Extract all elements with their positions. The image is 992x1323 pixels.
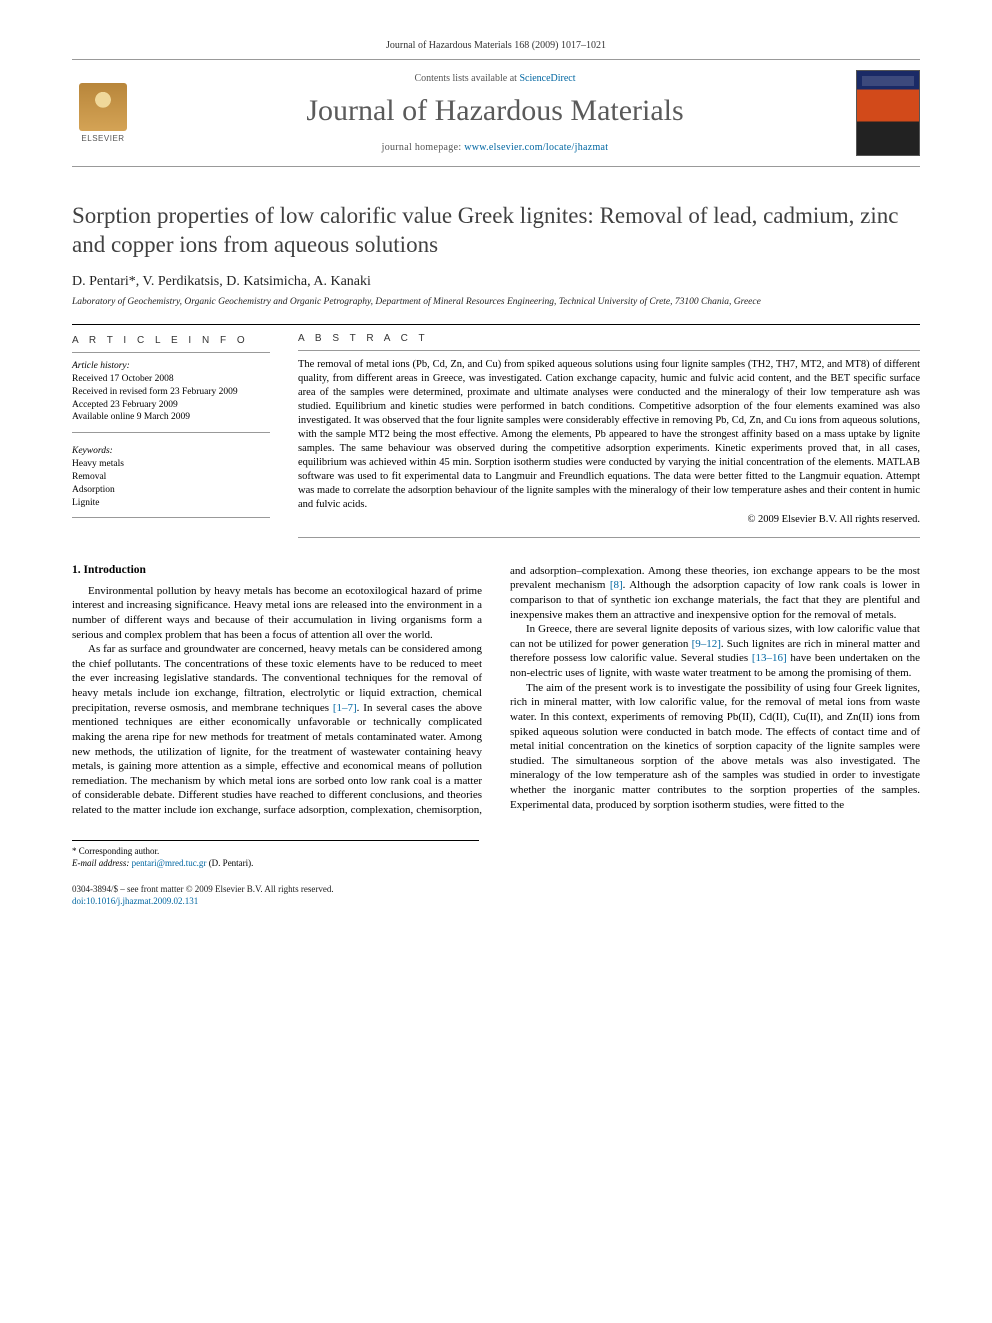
intro-paragraph-3: In Greece, there are several lignite dep… <box>510 622 920 681</box>
homepage-prefix: journal homepage: <box>382 142 465 153</box>
intro-paragraph-1: Environmental pollution by heavy metals … <box>72 584 482 643</box>
author-email-link[interactable]: pentari@mred.tuc.gr <box>132 858 207 868</box>
keyword: Adsorption <box>72 484 270 497</box>
keywords-block: Keywords: Heavy metals Removal Adsorptio… <box>72 445 270 518</box>
body-two-column: 1. Introduction Environmental pollution … <box>72 564 920 818</box>
sciencedirect-link[interactable]: ScienceDirect <box>519 73 575 84</box>
homepage-link[interactable]: www.elsevier.com/locate/jhazmat <box>464 142 608 153</box>
abstract-header: A B S T R A C T <box>298 325 920 351</box>
intro-paragraph-4: The aim of the present work is to invest… <box>510 681 920 813</box>
history-received: Received 17 October 2008 <box>72 373 270 386</box>
article-info-header: A R T I C L E I N F O <box>72 327 270 353</box>
section-1-title: 1. Introduction <box>72 564 482 576</box>
history-revised: Received in revised form 23 February 200… <box>72 386 270 399</box>
abstract-body: The removal of metal ions (Pb, Cd, Zn, a… <box>298 359 920 510</box>
author-list: D. Pentari*, V. Perdikatsis, D. Katsimic… <box>72 274 920 290</box>
abstract-copyright: © 2009 Elsevier B.V. All rights reserved… <box>298 513 920 527</box>
masthead: ELSEVIER Contents lists available at Sci… <box>72 59 920 167</box>
masthead-center: Contents lists available at ScienceDirec… <box>154 73 836 153</box>
article-info-column: A R T I C L E I N F O Article history: R… <box>72 325 270 537</box>
elsevier-logo: ELSEVIER <box>72 77 134 149</box>
article-title: Sorption properties of low calorific val… <box>72 201 920 260</box>
citation-9-12[interactable]: [9–12] <box>692 638 721 650</box>
keyword: Removal <box>72 471 270 484</box>
keywords-label: Keywords: <box>72 445 270 458</box>
affiliation: Laboratory of Geochemistry, Organic Geoc… <box>72 296 920 308</box>
contents-prefix: Contents lists available at <box>414 73 519 84</box>
footnotes: * Corresponding author. E-mail address: … <box>72 840 479 869</box>
keyword: Heavy metals <box>72 458 270 471</box>
journal-name: Journal of Hazardous Materials <box>154 94 836 128</box>
email-suffix: (D. Pentari). <box>206 858 253 868</box>
email-line: E-mail address: pentari@mred.tuc.gr (D. … <box>72 857 479 869</box>
bottom-matter: 0304-3894/$ – see front matter © 2009 El… <box>72 883 920 907</box>
history-accepted: Accepted 23 February 2009 <box>72 399 270 412</box>
keyword: Lignite <box>72 497 270 510</box>
elsevier-tree-icon <box>79 83 127 131</box>
elsevier-wordmark: ELSEVIER <box>81 134 124 143</box>
doi-link[interactable]: doi:10.1016/j.jhazmat.2009.02.131 <box>72 896 198 906</box>
citation-8[interactable]: [8] <box>610 579 623 591</box>
journal-cover-thumbnail <box>856 70 920 156</box>
abstract-column: A B S T R A C T The removal of metal ion… <box>298 325 920 537</box>
journal-homepage-line: journal homepage: www.elsevier.com/locat… <box>154 142 836 153</box>
corresponding-author-note: * Corresponding author. <box>72 845 479 857</box>
history-online: Available online 9 March 2009 <box>72 411 270 424</box>
email-label: E-mail address: <box>72 858 132 868</box>
history-label: Article history: <box>72 360 270 373</box>
citation-1-7[interactable]: [1–7] <box>333 702 357 714</box>
article-history: Article history: Received 17 October 200… <box>72 360 270 433</box>
contents-available-line: Contents lists available at ScienceDirec… <box>154 73 836 84</box>
front-matter-line: 0304-3894/$ – see front matter © 2009 El… <box>72 883 920 895</box>
running-header: Journal of Hazardous Materials 168 (2009… <box>72 40 920 51</box>
info-abstract-row: A R T I C L E I N F O Article history: R… <box>72 324 920 537</box>
citation-13-16[interactable]: [13–16] <box>752 652 787 664</box>
abstract-text: The removal of metal ions (Pb, Cd, Zn, a… <box>298 358 920 537</box>
